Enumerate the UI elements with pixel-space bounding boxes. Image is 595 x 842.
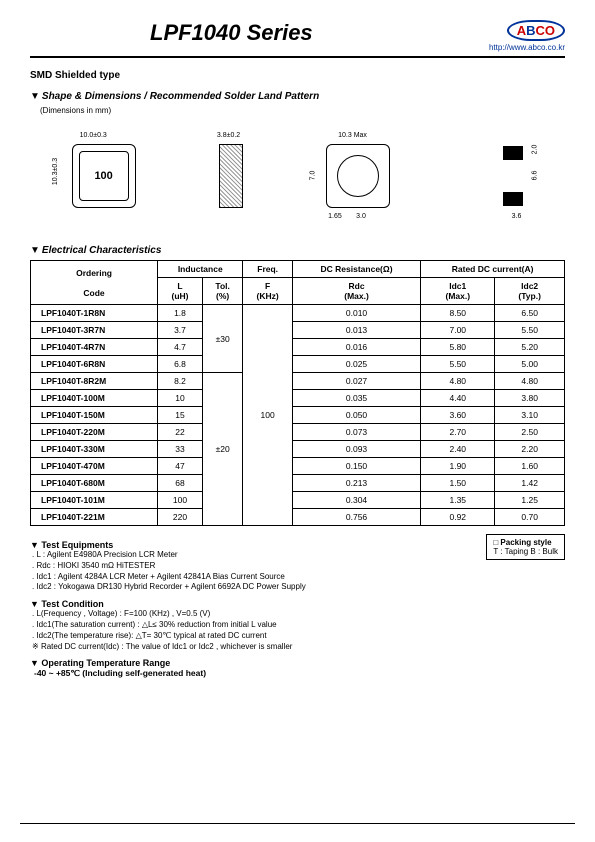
diagram-land-pattern: 2.0 6.6 3.6 xyxy=(473,144,523,208)
col-dcr: DC Resistance(Ω) xyxy=(292,261,420,278)
brand-logo: ABCO xyxy=(507,20,565,41)
col-tol: Tol.(%) xyxy=(202,278,243,305)
table-row: LPF1040T-100M100.0354.403.80 xyxy=(31,390,565,407)
rated-note: Rated DC current(Idc) : The value of Idc… xyxy=(32,642,565,653)
equip-line: Rdc : HIOKI 3540 mΩ HiTESTER xyxy=(32,561,474,572)
smd-type-label: SMD Shielded type xyxy=(30,70,565,81)
table-row: LPF1040T-8R2M8.2±200.0274.804.80 xyxy=(31,373,565,390)
table-row: LPF1040T-680M680.2131.501.42 xyxy=(31,475,565,492)
table-row: LPF1040T-6R8N6.80.0255.505.00 xyxy=(31,356,565,373)
footer-rule xyxy=(20,823,575,824)
col-inductance: Inductance xyxy=(158,261,243,278)
col-idc2: Idc2(Typ.) xyxy=(495,278,565,305)
section-elec-header: Electrical Characteristics xyxy=(30,245,565,256)
table-row: LPF1040T-3R7N3.70.0137.005.50 xyxy=(31,322,565,339)
temp-range: -40 ~ +85℃ (Including self-generated hea… xyxy=(34,668,565,679)
col-l: L(uH) xyxy=(158,278,203,305)
cond-line: L(Frequency , Voltage) : F=100 (KHz) , V… xyxy=(32,609,565,620)
page-title: LPF1040 Series xyxy=(150,20,313,46)
col-freq: Freq. xyxy=(243,261,292,278)
cond-line: Idc2(The temperature rise): △T= 30℃ typi… xyxy=(32,631,565,642)
brand-url: http://www.abco.co.kr xyxy=(489,43,565,52)
diagram-side-view: 3.8±0.2 xyxy=(219,144,243,208)
table-row: LPF1040T-150M150.0503.603.10 xyxy=(31,407,565,424)
test-equip-header: Test Equipments xyxy=(30,540,474,550)
table-row: LPF1040T-470M470.1501.901.60 xyxy=(31,458,565,475)
packing-header: □ Packing style xyxy=(493,538,558,547)
dimensions-note: (Dimensions in mm) xyxy=(40,106,565,115)
dimension-diagrams: 10.0±0.3 100 10.3±0.3 3.8±0.2 10.3 Max 7… xyxy=(30,121,565,231)
col-f: F(KHz) xyxy=(243,278,292,305)
col-ordering: OrderingCode xyxy=(31,261,158,305)
col-rdc: Rdc(Max.) xyxy=(292,278,420,305)
header: LPF1040 Series ABCO http://www.abco.co.k… xyxy=(30,20,565,58)
packing-style-box: □ Packing style T : Taping B : Bulk xyxy=(486,534,565,560)
equip-line: Idc2 : Yokogawa DR130 Hybrid Recorder + … xyxy=(32,582,474,593)
table-row: LPF1040T-330M330.0932.402.20 xyxy=(31,441,565,458)
col-rated: Rated DC current(A) xyxy=(421,261,565,278)
diagram-top-view: 10.0±0.3 100 10.3±0.3 xyxy=(72,144,136,208)
equip-line: L : Agilent E4980A Precision LCR Meter xyxy=(32,550,474,561)
logo-block: ABCO http://www.abco.co.kr xyxy=(489,20,565,52)
notes-section: Test Equipments L : Agilent E4980A Preci… xyxy=(30,534,565,679)
table-row: LPF1040T-221M2200.7560.920.70 xyxy=(31,509,565,526)
section-shape-header: Shape & Dimensions / Recommended Solder … xyxy=(30,91,565,102)
packing-values: T : Taping B : Bulk xyxy=(493,547,558,556)
table-row: LPF1040T-101M1000.3041.351.25 xyxy=(31,492,565,509)
spec-table: OrderingCode Inductance Freq. DC Resista… xyxy=(30,260,565,526)
test-cond-header: Test Condition xyxy=(30,599,565,609)
equip-line: Idc1 : Agilent 4284A LCR Meter + Agilent… xyxy=(32,572,474,583)
table-row: LPF1040T-1R8N1.8±301000.0108.506.50 xyxy=(31,305,565,322)
temp-header: Operating Temperature Range xyxy=(30,658,565,668)
diagram-bottom-view: 10.3 Max 7.0 1.65 3.0 xyxy=(326,144,390,208)
table-row: LPF1040T-220M220.0732.702.50 xyxy=(31,424,565,441)
table-row: LPF1040T-4R7N4.70.0165.805.20 xyxy=(31,339,565,356)
cond-line: Idc1(The saturation current) : △L≤ 30% r… xyxy=(32,620,565,631)
col-idc1: Idc1(Max.) xyxy=(421,278,495,305)
